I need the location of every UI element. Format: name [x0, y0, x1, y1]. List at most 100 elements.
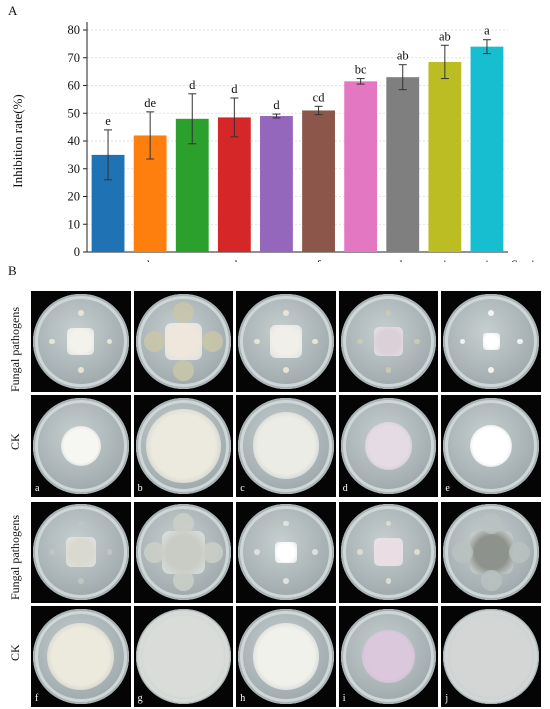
y-tick-label: 30: [68, 162, 81, 176]
petri-dish: e: [441, 395, 541, 497]
x-tick-label: d: [231, 258, 238, 262]
fungal-spot: [414, 549, 421, 555]
colony: [146, 408, 221, 484]
colony: [47, 622, 115, 690]
petri-dish-grid: a b c d e f g h i j: [31, 291, 541, 707]
row-label-ck-1: CK: [8, 433, 22, 450]
row-label-ck-2: CK: [8, 644, 22, 661]
petri-dish: f: [31, 605, 131, 707]
y-axis-label: Inhibition rate(%): [10, 94, 25, 188]
petri-dish: h: [236, 605, 336, 707]
colony: [374, 327, 403, 356]
fungal-spot: [385, 577, 392, 584]
colony: [65, 536, 97, 568]
fungal-spot: [459, 338, 466, 345]
x-tick-label: g: [358, 258, 365, 262]
dish-label: i: [342, 693, 346, 704]
x-tick-label: c: [189, 258, 195, 262]
x-tick-label: a: [105, 258, 111, 262]
petri-dish: j: [441, 605, 541, 707]
fungal-spot: [172, 570, 194, 592]
fungal-spot: [77, 367, 84, 374]
fungal-spot: [77, 520, 84, 527]
bar-j: [470, 46, 504, 253]
significance-label: d: [231, 82, 238, 96]
fungal-spot: [172, 512, 194, 534]
significance-label: ab: [439, 29, 451, 43]
fungal-spot: [385, 520, 392, 527]
fungal-spot: [283, 310, 289, 316]
fungal-spot: [414, 338, 421, 345]
significance-label: e: [105, 114, 111, 128]
bar-d: [217, 117, 251, 252]
petri-dish: a: [31, 395, 131, 497]
x-tick-label: f: [316, 258, 321, 262]
significance-label: de: [144, 96, 156, 110]
fungal-spot: [480, 570, 502, 592]
fungal-spot: [357, 549, 363, 555]
petri-dish: [338, 291, 439, 393]
dish-label: h: [240, 693, 246, 704]
bar-h: [386, 77, 420, 252]
colony: [60, 425, 101, 466]
petri-dish: c: [236, 395, 336, 497]
fungal-spot: [106, 549, 113, 555]
fungal-spot: [488, 367, 495, 374]
dish-label: g: [137, 693, 143, 704]
fungal-spot: [201, 331, 223, 353]
significance-label: d: [189, 78, 196, 92]
significance-label: ab: [397, 49, 409, 63]
petri-dish: d: [338, 395, 439, 497]
fungal-spot: [311, 338, 318, 345]
colony: [252, 622, 320, 690]
fungal-spot: [311, 549, 318, 555]
colony: [67, 328, 95, 355]
fungal-spot: [488, 310, 495, 316]
panel-b-label: B: [8, 263, 17, 278]
bar-g: [344, 81, 378, 253]
colony: [252, 412, 320, 480]
y-tick-label: 50: [68, 106, 81, 120]
colony: [469, 530, 513, 574]
bar-e: [260, 116, 293, 253]
fungal-spot: [283, 520, 289, 527]
significance-label: a: [484, 24, 490, 38]
fungal-spot: [509, 541, 531, 563]
significance-label: bc: [355, 63, 367, 77]
fungal-spot: [254, 338, 261, 345]
petri-dish: [31, 291, 131, 393]
x-tick-label: e: [274, 258, 280, 262]
petri-dish: [338, 501, 439, 603]
y-tick-label: 0: [74, 245, 80, 259]
fungal-spot: [254, 549, 261, 555]
bar-f: [302, 110, 335, 252]
petri-dish: [441, 501, 541, 603]
fungal-spot: [385, 310, 392, 316]
fungal-spot: [480, 512, 502, 534]
petri-dish: [133, 501, 234, 603]
y-tick-label: 20: [68, 190, 81, 204]
colony: [161, 530, 205, 574]
fungal-spot: [172, 359, 194, 381]
fungal-spot: [49, 549, 55, 555]
fungal-spot: [172, 302, 194, 324]
dish-label: c: [240, 482, 245, 494]
significance-label: d: [273, 98, 280, 112]
fungal-spot: [385, 367, 392, 374]
petri-dish: b: [133, 395, 234, 497]
y-tick-label: 60: [68, 79, 81, 93]
colony: [374, 537, 403, 567]
petri-dish: [31, 501, 131, 603]
row-label-fungal-pathogens-2: Fungal pathogens: [8, 515, 22, 600]
colony: [362, 630, 415, 683]
petri-dish: [236, 291, 336, 393]
colony: [470, 424, 513, 467]
fungal-spot: [201, 541, 223, 563]
colony: [275, 541, 297, 563]
dish-label: d: [342, 482, 348, 494]
y-tick-label: 10: [68, 217, 81, 231]
fungal-spot: [283, 577, 289, 584]
panel-a-label: A: [8, 3, 18, 18]
petri-dish: i: [338, 605, 439, 707]
